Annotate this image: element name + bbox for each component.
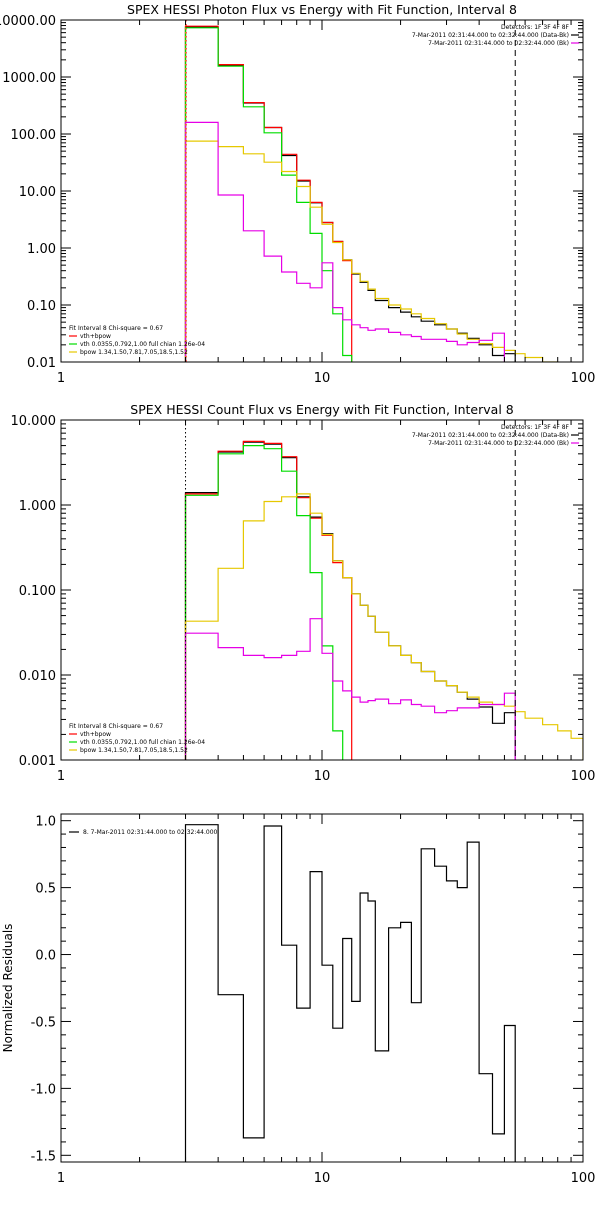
panel-0-ytick-label: 100.00 (11, 128, 57, 143)
panel-0-xtick-label: 1 (57, 371, 65, 386)
panel-2-xtick-label: 100 (571, 1171, 596, 1186)
panel-1-ytick-label: 0.010 (19, 669, 56, 684)
panel-0-ytick-label: 10.00 (19, 185, 56, 200)
panel-0-title: SPEX HESSI Photon Flux vs Energy with Fi… (127, 2, 517, 17)
panel-2-ytick-label: -1.5 (31, 1149, 56, 1164)
panel-1-xtick-label: 1 (57, 769, 65, 784)
panel-1-legend-text: Fit Interval 8 Chi-square = 0.67 (69, 723, 163, 730)
panel-1-title: SPEX HESSI Count Flux vs Energy with Fit… (130, 402, 513, 417)
panel-2-ylabel: Normalized Residuals (1, 924, 15, 1053)
panel-0-ytick-label: 1.00 (27, 242, 56, 257)
panel-0-legend-text: vth+bpow (80, 333, 111, 340)
panel-2-ytick-label: -0.5 (31, 1015, 56, 1030)
panel-1-legend-text: vth+bpow (80, 731, 111, 738)
panel-1-legend-text: bpow 1.34,1.50,7.81,7.05,18.5,1.52 (80, 747, 188, 754)
panel-1-series-vth (184, 445, 344, 760)
panel-2-ytick-label: 0.5 (35, 882, 56, 897)
panel-1-ytick-label: 0.100 (19, 584, 56, 599)
panel-2-xtick-label: 1 (57, 1171, 65, 1186)
panel-1-xtick-label: 10 (314, 769, 331, 784)
panel-2-ytick-label: 0.0 (35, 949, 56, 964)
panel-0-series-data (184, 26, 516, 362)
panel-2-series-residuals (184, 824, 516, 1162)
panel-1-header-line: 7-Mar-2011 02:31:44.000 to 02:32:44.000 … (412, 432, 569, 439)
panel-2-ytick-label: 1.0 (35, 815, 56, 830)
panel-0-header-line: Detectors: 1F 3F 4F 8F (501, 24, 570, 31)
panel-0-legend-text: vth 0.0355,0.792,1.00 full chian 1.26e-0… (80, 341, 205, 348)
panel-0-xtick-label: 100 (571, 371, 596, 386)
panel-1-series-data (184, 441, 516, 760)
panel-2-ytick-label: -1.0 (31, 1082, 56, 1097)
panel-0-header-line: 7-Mar-2011 02:31:44.000 to 02:32:44.000 … (412, 32, 569, 39)
panel-0-series-bpow (184, 140, 559, 362)
panel-1-series-bpow (184, 493, 583, 760)
panel-1-xtick-label: 100 (571, 769, 596, 784)
panel-0-frame (60, 19, 584, 363)
panel-1-series-background (184, 618, 516, 760)
panel-0-ytick-label: 1000.00 (2, 71, 56, 86)
panel-0-legend-text: bpow 1.34,1.50,7.81,7.05,18.5,1.52 (80, 349, 188, 356)
panel-1-header-line: 7-Mar-2011 02:31:44.000 to 02:32:44.000 … (428, 440, 569, 447)
panel-0-series-vth+bpow (184, 25, 353, 362)
panel-0-series-background (184, 121, 505, 362)
panel-0-ytick-label: 0.01 (27, 356, 56, 371)
panel-0-ytick-label: 0.10 (27, 299, 56, 314)
panel-1-header-line: Detectors: 1F 3F 4F 8F (501, 424, 570, 431)
panel-0-series-vth (184, 27, 353, 362)
panel-2-legend-text: 8. 7-Mar-2011 02:31:44.000 to 02:32:44.0… (83, 829, 218, 836)
panel-1-ytick-label: 1.000 (19, 499, 56, 514)
panel-1-legend-text: vth 0.0355,0.792,1.00 full chian 1.26e-0… (80, 739, 205, 746)
panel-0-header-line: 7-Mar-2011 02:31:44.000 to 02:32:44.000 … (428, 40, 569, 47)
panel-1-ytick-label: 10.000 (11, 414, 57, 429)
panel-1-ytick-label: 0.001 (19, 754, 56, 769)
panel-0-xtick-label: 10 (314, 371, 331, 386)
panel-1-series-vth+bpow (184, 440, 353, 760)
panel-0-legend-text: Fit Interval 8 Chi-square = 0.67 (69, 325, 163, 332)
panel-2-xtick-label: 10 (314, 1171, 331, 1186)
panel-0-ytick-label: 10000.00 (0, 14, 56, 29)
